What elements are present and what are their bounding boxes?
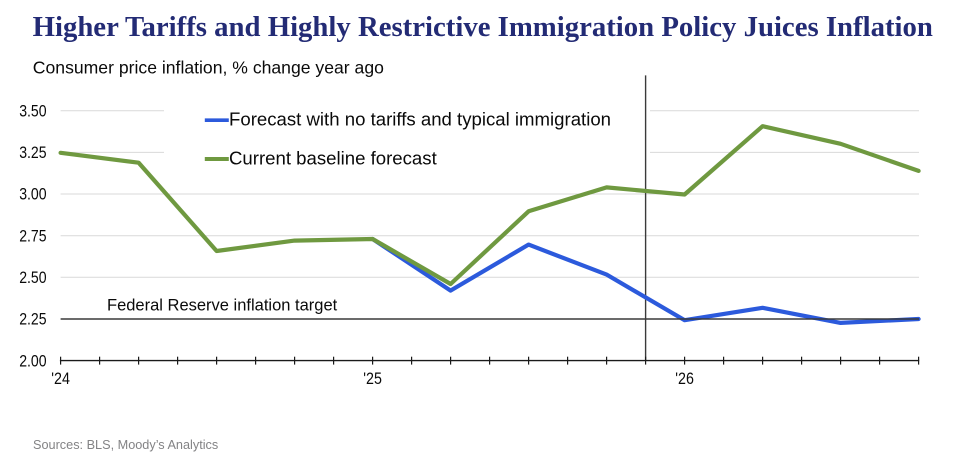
svg-text:Consumer price inflation, % ch: Consumer price inflation, % change year … xyxy=(33,58,384,78)
svg-text:3.00: 3.00 xyxy=(19,186,46,204)
svg-text:3.50: 3.50 xyxy=(19,102,46,120)
svg-text:Higher Tariffs and Highly Rest: Higher Tariffs and Highly Restrictive Im… xyxy=(33,11,933,43)
svg-text:Current baseline forecast: Current baseline forecast xyxy=(229,148,438,169)
svg-text:3.25: 3.25 xyxy=(19,144,46,162)
svg-text:Federal Reserve inflation targ: Federal Reserve inflation target xyxy=(107,297,338,315)
svg-text:Sources: BLS, Moody’s Analytic: Sources: BLS, Moody’s Analytics xyxy=(33,438,218,452)
svg-text:2.25: 2.25 xyxy=(19,311,46,329)
svg-text:'24: '24 xyxy=(51,370,70,388)
svg-text:'26: '26 xyxy=(675,370,694,388)
svg-text:Forecast with no tariffs and t: Forecast with no tariffs and typical imm… xyxy=(229,109,611,130)
svg-text:2.50: 2.50 xyxy=(19,269,46,287)
svg-text:'25: '25 xyxy=(363,370,382,388)
svg-text:2.00: 2.00 xyxy=(19,352,46,370)
svg-text:2.75: 2.75 xyxy=(19,227,46,245)
